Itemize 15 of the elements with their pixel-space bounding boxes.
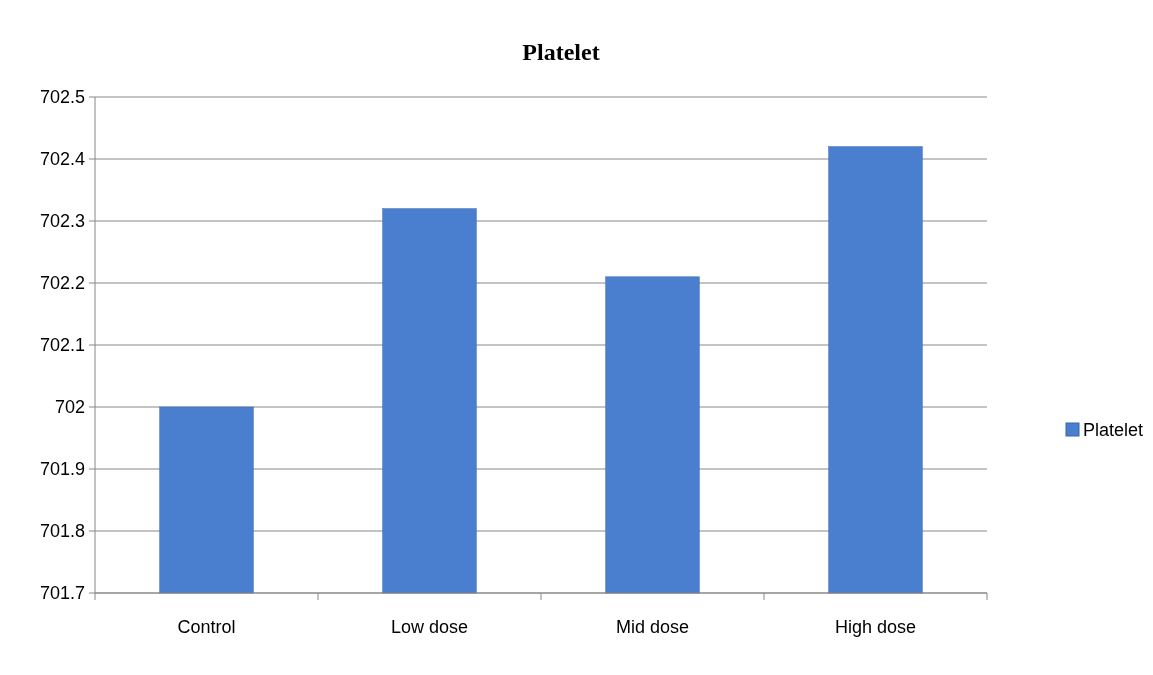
y-tick-label: 701.7 [39,583,85,604]
y-tick-label: 702.2 [39,273,85,294]
y-tick-label: 702.1 [39,335,85,356]
chart-title: Platelet [522,39,600,65]
y-tick-label: 701.9 [39,459,85,480]
y-tick-label: 702.4 [39,149,85,170]
legend-label: Platelet [1083,420,1144,441]
y-tick-label: 701.8 [39,521,85,542]
x-tick-label: High dose [834,617,917,637]
x-tick-label: Mid dose [615,617,690,637]
y-tick-label: 702 [54,397,85,418]
x-tick-label: Low dose [390,617,469,637]
y-tick-label: 702.3 [39,211,85,232]
y-tick-label: 702.5 [39,87,85,108]
x-tick-label: Control [177,617,236,637]
